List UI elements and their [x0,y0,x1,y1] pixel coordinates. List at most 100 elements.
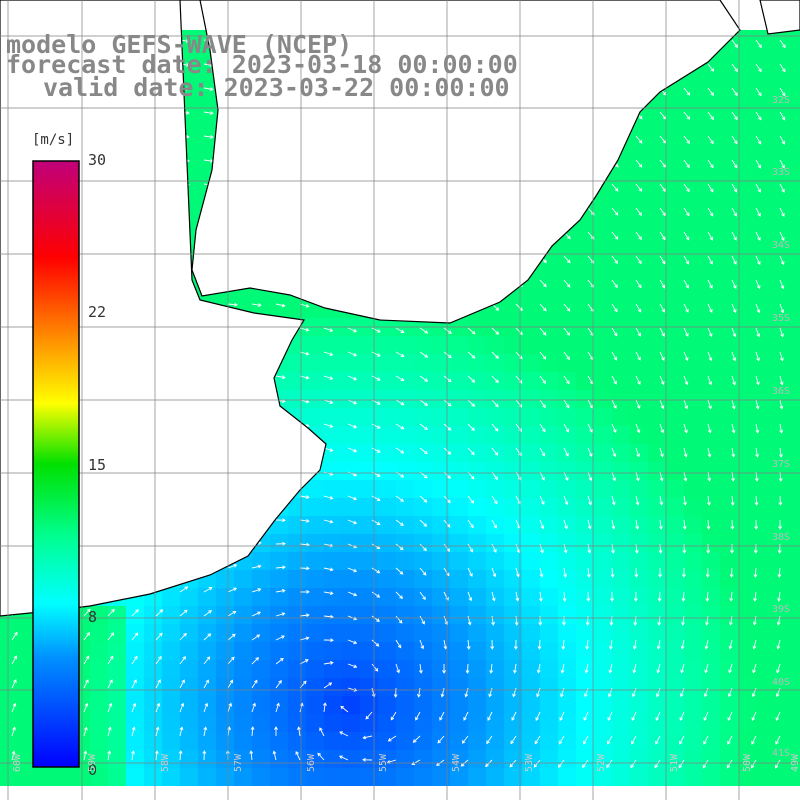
wind-speed-cell [396,588,414,606]
wind-arrow [323,495,333,499]
wind-speed-cell [504,714,522,732]
wind-arrow [511,711,517,721]
wind-arrow-head [757,140,762,145]
wind-arrow [539,519,544,529]
wind-arrow [535,711,541,721]
wind-speed-cell [684,660,702,678]
wind-arrow-head [516,549,521,554]
wind-arrow [107,656,114,665]
wind-arrow [755,351,760,361]
wind-speed-cell [414,336,432,354]
wind-speed-cell [576,678,594,696]
wind-speed-cell [720,390,738,408]
wind-speed-cell [198,678,216,696]
wind-speed-cell [342,678,360,696]
wind-speed-cell [720,462,738,480]
wind-arrow [539,567,543,577]
wind-arrow-head [635,501,640,506]
wind-arrow [630,759,637,768]
wind-speed-cell [576,228,594,246]
wind-arrow-head [182,656,186,660]
wind-arrow [443,639,447,649]
wind-speed-cell [612,408,630,426]
wind-arrow [323,567,333,571]
wind-speed-cell [666,156,684,174]
wind-arrow-head [758,92,762,97]
wind-speed-cell [720,48,738,66]
wind-arrow-head [509,763,514,768]
wind-arrow-head [305,327,310,332]
wind-arrow-head [780,333,784,338]
wind-arrow-head [460,763,465,767]
wind-speed-cell [414,642,432,660]
wind-arrow [635,519,639,529]
wind-speed-cell [504,660,522,678]
wind-arrow-head [257,588,262,592]
wind-arrow [563,255,571,264]
wind-speed-cell [306,354,324,372]
wind-arrow [707,279,713,289]
wind-arrow-head [329,328,334,333]
wind-speed-cell [450,588,468,606]
wind-speed-cell [522,354,540,372]
wind-arrow-head [329,376,334,380]
wind-speed-cell [234,750,252,768]
wind-speed-cell [756,732,774,750]
wind-arrow [275,303,285,307]
wind-arrow-head [659,477,664,482]
wind-arrow-head [305,636,310,641]
wind-arrow-head [517,476,522,481]
wind-arrow-head [679,693,684,698]
wind-arrow [731,39,738,48]
wind-arrow-head [611,549,615,554]
wind-arrow-head [13,655,17,660]
wind-speed-cell [774,390,792,408]
wind-arrow-head [684,381,689,386]
wind-speed-cell [792,192,800,210]
wind-speed-cell [684,642,702,660]
wind-speed-cell [738,210,756,228]
wind-speed-cell [702,444,720,462]
wind-arrow-head [228,702,233,707]
wind-speed-cell [648,228,666,246]
wind-speed-cell [144,624,162,642]
wind-arrow [755,399,759,409]
wind-speed-cell [468,642,486,660]
wind-arrow-head [542,380,546,384]
lon-label: 58W [160,753,171,772]
wind-arrow-head [682,574,686,578]
wind-arrow [466,663,469,674]
wind-arrow-head [661,357,665,361]
wind-arrow [776,687,781,697]
wind-arrow-head [679,740,683,745]
wind-speed-cell [684,768,702,786]
wind-arrow-head [729,574,734,578]
wind-arrow [371,591,380,598]
wind-arrow-head [632,645,637,650]
wind-speed-cell [486,642,504,660]
wind-speed-cell [540,642,558,660]
wind-arrow-head [781,92,786,97]
wind-arrow-head [734,68,738,73]
wind-arrow-head [132,702,137,707]
wind-speed-cell [594,210,612,228]
wind-arrow [777,639,781,649]
wind-arrow [611,207,619,216]
wind-arrow-head [274,726,278,730]
wind-speed-cell [126,732,144,750]
wind-speed-cell [648,660,666,678]
wind-speed-cell [360,426,378,444]
wind-speed-cell [774,696,792,714]
wind-arrow-head [255,657,260,661]
wind-speed-cell [738,48,756,66]
wind-speed-cell [306,768,324,786]
wind-speed-cell [396,390,414,408]
wind-arrow-head [709,309,713,313]
wind-speed-cell [702,120,720,138]
wind-arrow [731,471,734,481]
wind-speed-cell [630,714,648,732]
wind-arrow-head [781,188,785,193]
wind-arrow [683,471,687,481]
wind-speed-cell [558,336,576,354]
wind-arrow-head [421,620,425,625]
